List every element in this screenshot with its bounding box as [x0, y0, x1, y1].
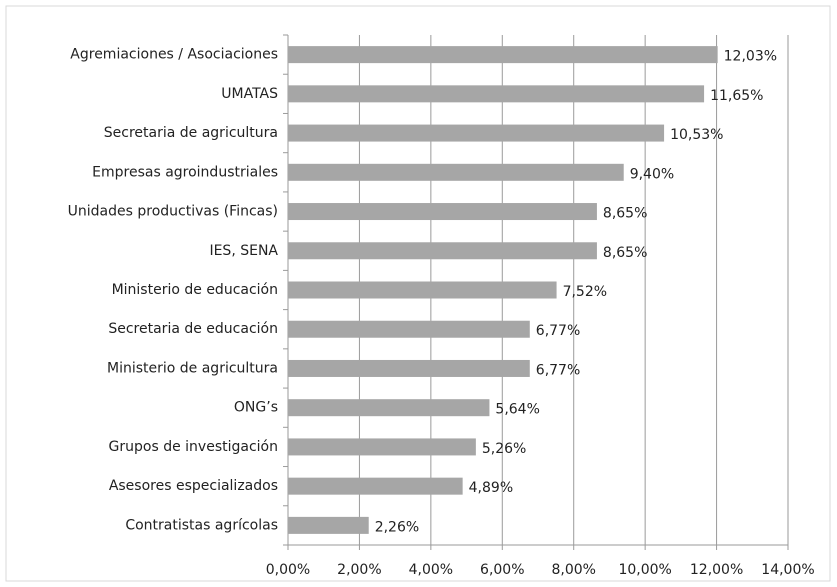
value-label: 12,03%: [724, 49, 777, 65]
bar: [288, 477, 463, 495]
bar: [288, 438, 476, 456]
category-label: UMATAS: [221, 86, 278, 102]
category-label: Asesores especializados: [109, 478, 278, 494]
x-tick-label: 2,00%: [337, 562, 381, 578]
x-tick-label: 4,00%: [409, 562, 453, 578]
category-label: Secretaria de agricultura: [104, 125, 278, 141]
bar: [288, 203, 597, 221]
bar: [288, 124, 665, 142]
bar: [288, 242, 597, 260]
x-tick-label: 12,00%: [690, 562, 743, 578]
category-label: Empresas agroindustriales: [92, 164, 278, 180]
value-label: 7,52%: [563, 284, 607, 300]
value-label: 9,40%: [630, 166, 674, 182]
x-tick-label: 10,00%: [618, 562, 671, 578]
category-label: Secretaria de educación: [108, 321, 278, 337]
x-tick-label: 14,00%: [761, 562, 814, 578]
x-tick-label: 8,00%: [551, 562, 595, 578]
value-label: 10,53%: [670, 127, 723, 143]
x-tick-label: 0,00%: [266, 562, 310, 578]
bar: [288, 320, 530, 338]
value-label: 6,77%: [536, 323, 580, 339]
category-label: Agremiaciones / Asociaciones: [70, 47, 278, 63]
category-label: Contratistas agrícolas: [125, 517, 278, 533]
value-label: 8,65%: [603, 245, 647, 261]
bar: [288, 359, 530, 377]
bar: [288, 399, 490, 417]
x-tick-label: 6,00%: [480, 562, 524, 578]
value-label: 5,26%: [482, 441, 526, 457]
category-label: IES, SENA: [209, 243, 278, 259]
category-label: ONG’s: [234, 400, 278, 416]
category-label: Grupos de investigación: [109, 439, 278, 455]
bar: [288, 85, 705, 103]
value-label: 11,65%: [710, 88, 763, 104]
value-label: 2,26%: [375, 519, 419, 535]
bar: [288, 516, 369, 534]
value-label: 4,89%: [469, 480, 513, 496]
category-label: Ministerio de educación: [112, 282, 278, 298]
category-label: Ministerio de agricultura: [107, 360, 278, 376]
value-label: 8,65%: [603, 206, 647, 222]
bar: [288, 46, 718, 64]
bar: [288, 281, 557, 299]
value-label: 5,64%: [495, 402, 539, 418]
bar: [288, 163, 624, 181]
value-label: 6,77%: [536, 362, 580, 378]
category-label: Unidades productivas (Fincas): [68, 204, 278, 220]
